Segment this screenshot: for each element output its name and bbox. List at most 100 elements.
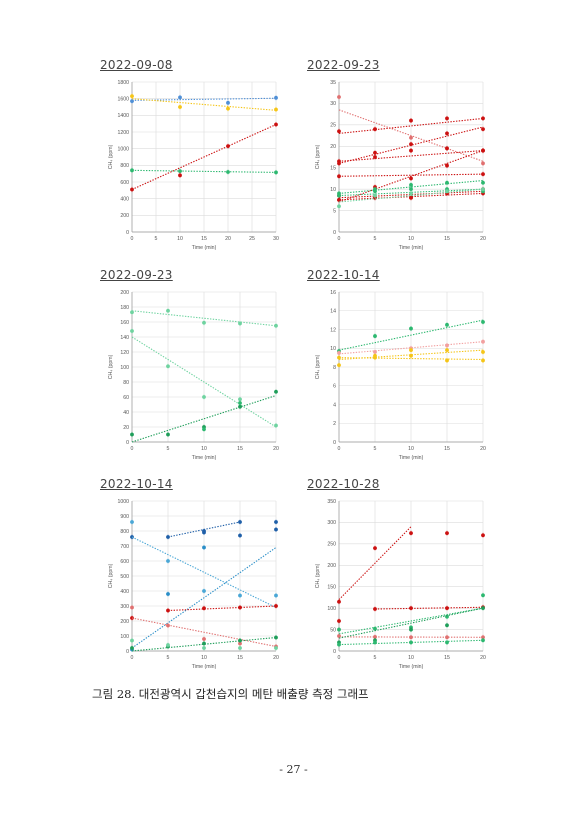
data-point: [481, 187, 485, 192]
chart-title: 2022-09-08: [100, 58, 173, 72]
data-point: [130, 605, 134, 610]
data-point: [274, 635, 278, 640]
y-tick-label: 100: [120, 634, 129, 640]
data-point: [337, 161, 341, 166]
data-point: [445, 146, 449, 151]
y-tick-label: 15: [330, 166, 336, 172]
data-point: [445, 116, 449, 121]
data-point: [130, 168, 134, 173]
y-tick-label: 6: [333, 384, 336, 390]
data-point: [409, 635, 413, 640]
y-tick-label: 120: [120, 350, 129, 356]
y-tick-label: 400: [120, 589, 129, 595]
x-tick-label: 5: [155, 236, 158, 242]
trend-line: [338, 117, 484, 134]
y-tick-label: 600: [120, 559, 129, 565]
data-point: [238, 404, 242, 409]
chart-panel-2: 2022-09-23 0 5 10 15 20 25 30 35 0 5 10 15 20 Time (m…: [307, 58, 507, 251]
data-point: [445, 131, 449, 136]
x-axis-title: Time (min): [399, 245, 424, 251]
y-tick-label: 30: [330, 101, 336, 107]
y-tick-label: 50: [330, 627, 336, 633]
data-point: [130, 94, 134, 99]
data-point: [274, 520, 278, 524]
y-tick-label: 800: [120, 163, 129, 169]
y-tick-label: 0: [126, 440, 129, 446]
data-point: [130, 329, 134, 333]
data-point: [481, 635, 485, 640]
data-point: [445, 180, 449, 185]
data-point: [274, 423, 278, 428]
data-point: [409, 176, 413, 181]
chart-title: 2022-09-23: [307, 58, 380, 72]
y-tick-label: 1000: [117, 146, 129, 152]
y-tick-label: 10: [330, 346, 336, 352]
data-point: [481, 320, 485, 324]
x-tick-label: 20: [273, 446, 279, 452]
y-axis-title: CH₄ (ppm): [315, 144, 321, 169]
x-axis-title: Time (min): [399, 664, 424, 670]
trend-line: [131, 123, 277, 191]
y-tick-label: 150: [327, 585, 336, 591]
y-tick-label: 200: [120, 619, 129, 625]
y-tick-label: 16: [330, 290, 336, 296]
data-point: [481, 172, 485, 177]
data-point: [445, 635, 449, 640]
y-tick-label: 200: [120, 290, 129, 296]
data-point: [274, 593, 278, 598]
data-point: [274, 95, 278, 100]
data-point: [373, 634, 377, 639]
data-point: [409, 606, 413, 611]
data-point: [337, 642, 341, 647]
y-axis-title: CH₄ (ppm): [315, 354, 321, 379]
data-point: [166, 643, 170, 647]
chart-plot: 0 5 10 15 20 25 30 35 0 5 10 15 20 Time (min) CH₄ (ppm…: [315, 80, 486, 251]
data-point: [409, 353, 413, 358]
trend-line: [131, 547, 277, 649]
y-tick-label: 10: [330, 187, 336, 193]
x-tick-label: 0: [338, 446, 341, 452]
data-point: [337, 634, 341, 638]
y-tick-label: 1800: [117, 80, 129, 86]
data-point: [166, 623, 170, 628]
y-tick-label: 160: [120, 320, 129, 326]
data-point: [337, 355, 341, 360]
chart-panel-3: 2022-09-23 0 20 40 60 80 100 120 140 160 180 200 0 5…: [100, 268, 300, 461]
data-point: [337, 129, 341, 134]
y-tick-label: 5: [333, 208, 336, 214]
data-point: [130, 310, 134, 315]
data-point: [202, 641, 206, 646]
chart-plot: 0 50 100 150 200 250 300 350 0 5 10 15 20 Time (min) C…: [315, 499, 486, 670]
data-point: [337, 619, 341, 623]
y-tick-label: 80: [123, 380, 129, 386]
data-point: [373, 189, 377, 194]
data-point: [445, 189, 449, 194]
trend-line: [338, 126, 484, 164]
y-tick-label: 100: [120, 365, 129, 371]
y-tick-label: 200: [327, 563, 336, 569]
data-point: [409, 191, 413, 196]
data-point: [130, 520, 134, 524]
data-point: [202, 320, 206, 325]
data-point: [409, 627, 413, 632]
figure-caption: 그림 28. 대전광역시 갑천습지의 메탄 배출량 측정 그래프: [92, 687, 369, 701]
y-tick-label: 40: [123, 410, 129, 416]
y-tick-label: 250: [327, 542, 336, 548]
y-tick-label: 800: [120, 529, 129, 535]
data-point: [130, 646, 134, 650]
x-tick-label: 5: [374, 236, 377, 242]
data-point: [178, 105, 182, 109]
trend-line: [338, 526, 412, 600]
x-tick-label: 15: [237, 655, 243, 661]
data-point: [409, 195, 413, 200]
data-point: [445, 531, 449, 536]
data-point: [445, 606, 449, 611]
data-point: [445, 640, 449, 645]
x-tick-label: 20: [480, 236, 486, 242]
x-tick-label: 15: [201, 236, 207, 242]
y-tick-label: 700: [120, 544, 129, 550]
data-point: [409, 142, 413, 147]
data-point: [409, 348, 413, 353]
data-point: [166, 432, 170, 437]
x-axis-title: Time (min): [192, 664, 217, 670]
